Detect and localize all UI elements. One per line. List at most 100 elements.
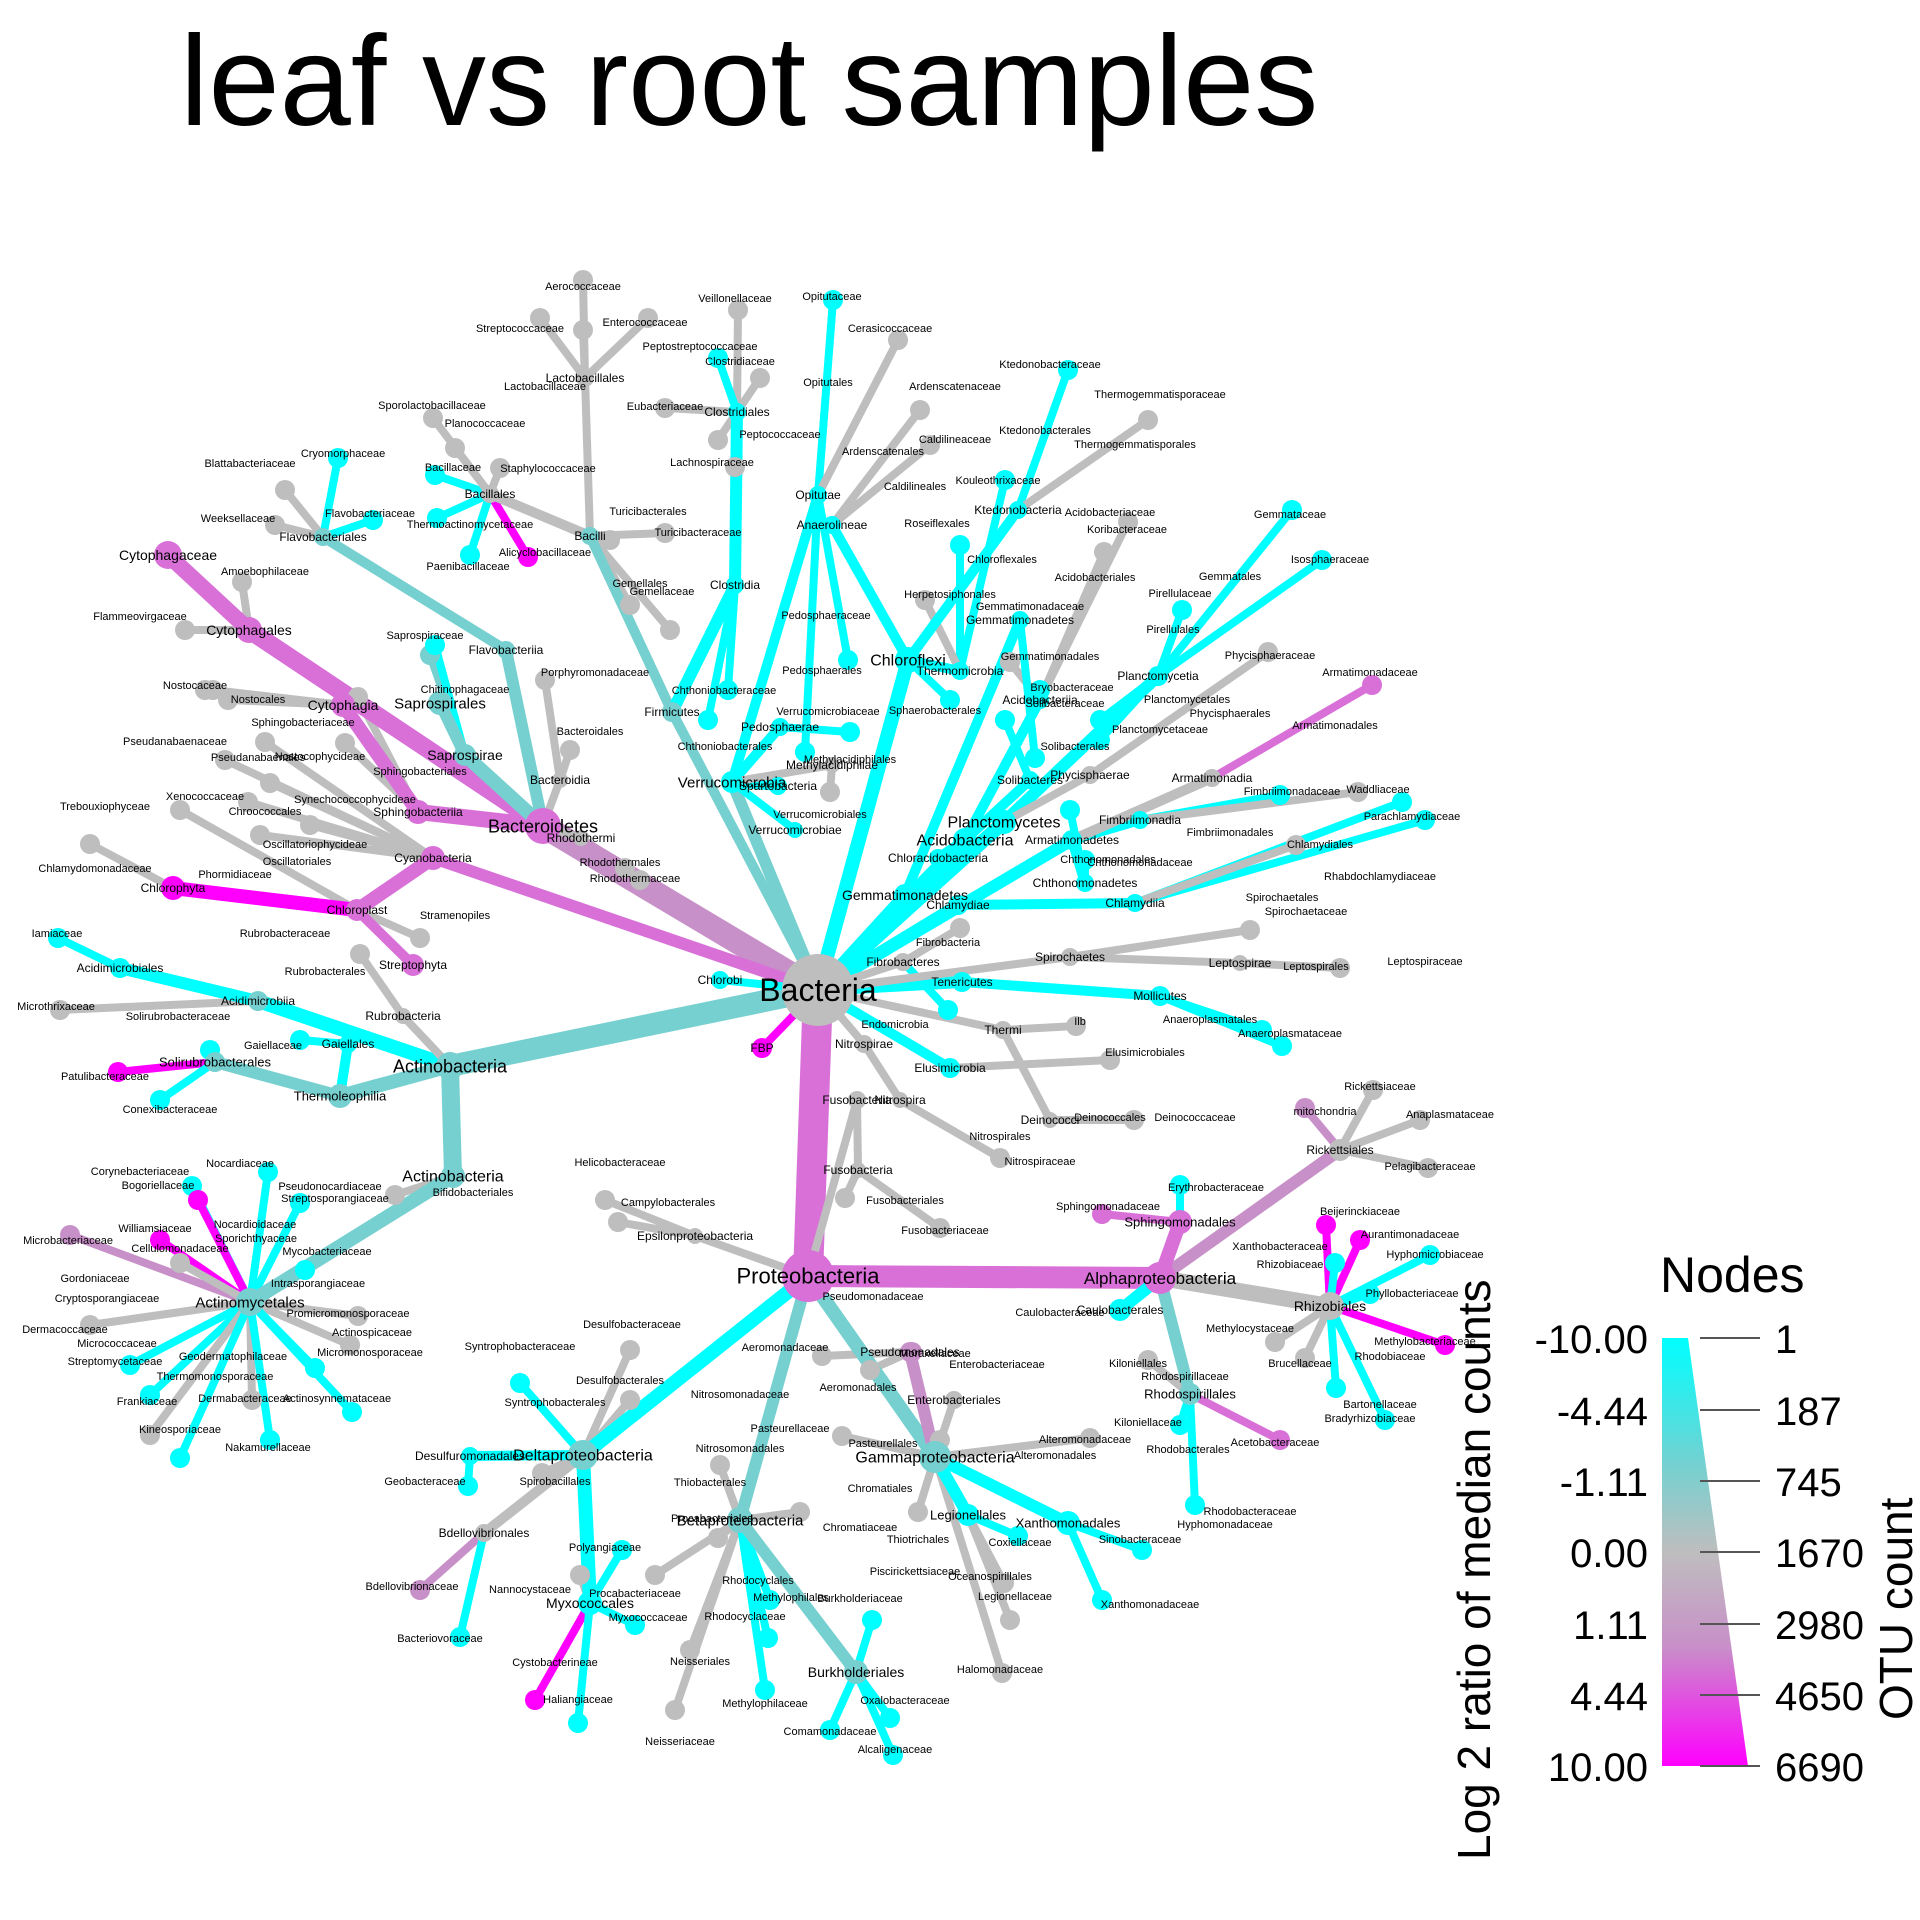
edge-bacteria-chloroflexi — [811, 658, 915, 992]
node-gaiellales — [339, 1035, 357, 1053]
leaf-label: Peptostreptococcaceae — [643, 341, 758, 353]
label-anaerolineae: Anaerolineae — [797, 518, 868, 532]
leaf-label: Conexibacteraceae — [123, 1104, 218, 1116]
node-gemmatimonadetes — [894, 884, 916, 906]
leaf-node — [595, 1190, 615, 1210]
leaf-label: Pirellulaceae — [1149, 588, 1212, 600]
node-chthonomonadetes — [1076, 874, 1094, 892]
label-streptophyta: Streptophyta — [379, 958, 447, 972]
leaf-node — [120, 1355, 140, 1375]
leaf-label: Rhizobiaceae — [1257, 1259, 1324, 1271]
leaf-label: Pirellulales — [1146, 624, 1200, 636]
node-actinomycetales — [236, 1288, 264, 1316]
node-alphaproteobacteria — [1144, 1262, 1176, 1294]
leaf-node — [573, 320, 593, 340]
leaf-label: Micromonosporaceae — [317, 1347, 423, 1359]
label-methylacidiphilae: Methylacidiphilae — [786, 758, 878, 772]
leaf-label: Opitutaceae — [802, 291, 861, 303]
label-enterobacteriales: Enterobacteriales — [907, 1393, 1000, 1407]
leaf-node — [1090, 730, 1110, 750]
node-gammaproteobacteria — [919, 1441, 951, 1473]
leaf-edge — [246, 798, 435, 862]
leaf-node — [992, 1663, 1012, 1683]
leaf-label: Methylacidiphilales — [804, 754, 897, 766]
leaf-node — [458, 1476, 478, 1496]
leaf-label: Alcaligenaceae — [858, 1744, 933, 1756]
leaf-label: Comamonadaceae — [784, 1726, 877, 1738]
leaf-label: Pelagibacteraceae — [1384, 1161, 1475, 1173]
leaf-label: Thiotrichales — [887, 1534, 950, 1546]
leaf-label: Nannocystaceae — [489, 1584, 571, 1596]
leaf-label: Pedosphaeraceae — [781, 610, 870, 622]
leaf-label: Iamiaceae — [32, 928, 83, 940]
leaf-label: Fusobacteriaceae — [901, 1225, 988, 1237]
leaf-label: Kineosporiaceae — [139, 1424, 221, 1436]
label-solibacteres: Solibacteres — [997, 773, 1063, 787]
leaf-label: Bifidobacteriales — [433, 1187, 514, 1199]
leaf-node — [195, 680, 215, 700]
leaf-node — [718, 680, 738, 700]
node-acidimicrobiales — [110, 958, 130, 978]
leaf-label: Legionellaceae — [978, 1591, 1052, 1603]
leaf-edge — [319, 457, 342, 538]
leaf-node — [1295, 1348, 1315, 1368]
leaf-edge — [147, 1299, 253, 1398]
edge-thermoleophilia-solirubrobacterales — [213, 1056, 342, 1102]
node-betaproteobacteria — [727, 1507, 753, 1533]
leaf-edge — [586, 533, 674, 633]
leaf-edge — [801, 494, 822, 753]
leaf-label: Rhabdochlamydiaceae — [1324, 871, 1436, 883]
leaf-edge — [146, 1299, 254, 1438]
leaf-node — [680, 1640, 700, 1660]
leaf-node — [265, 515, 285, 535]
leaf-label: Pasteurellales — [848, 1438, 918, 1450]
node-methylacidiphilae — [824, 757, 840, 773]
leaf-label: Nitrospiraceae — [1005, 1156, 1076, 1168]
leaf-label: Elusimicrobiales — [1105, 1047, 1185, 1059]
node-rhodospirillales — [1179, 1383, 1201, 1405]
label-chlorophyta: Chlorophyta — [141, 881, 206, 895]
leaf-label: Bdellovibrionaceae — [366, 1581, 459, 1593]
leaf-label: Phyllobacteriaceae — [1366, 1288, 1459, 1300]
label-alphaproteobacteria: Alphaproteobacteria — [1084, 1269, 1237, 1288]
label-clostridiales: Clostridiales — [704, 405, 769, 419]
label-gemmatimonadetes_c: Gemmatimonadetes — [966, 613, 1074, 627]
node-bdellovibrionales — [475, 1524, 493, 1542]
leaf-node — [1060, 800, 1080, 820]
leaf-node — [305, 1358, 325, 1378]
leaf-label: Pasteurellaceae — [751, 1423, 830, 1435]
leaf-label: Planctomycetales — [1144, 694, 1231, 706]
leaf-label: Alteromonadaceae — [1039, 1434, 1131, 1446]
legend-size-tick: 1670 — [1775, 1532, 1864, 1576]
leaf-edge — [249, 1298, 359, 1320]
leaf-node — [950, 535, 970, 555]
leaf-label: Methylocystaceae — [1206, 1323, 1294, 1335]
node-xanthomonadales — [1056, 1511, 1080, 1535]
label-gaiellales: Gaiellales — [322, 1037, 375, 1051]
node-flavobacteriales — [314, 528, 332, 546]
label-planctomycetia: Planctomycetia — [1117, 669, 1199, 683]
leaf-node — [1090, 710, 1110, 730]
leaf-edge — [1002, 1022, 1077, 1034]
leaf-label: Armatimonadaceae — [1322, 667, 1417, 679]
leaf-label: Eubacteriaceae — [627, 401, 703, 413]
leaf-label: Rhodospirillaceae — [1141, 1371, 1228, 1383]
leaf-node — [835, 1188, 855, 1208]
leaf-label: Coxiellaceae — [989, 1537, 1052, 1549]
label-spartobacteria: Spartobacteria — [739, 779, 817, 793]
leaf-node — [1132, 1540, 1152, 1560]
leaf-node — [1172, 600, 1192, 620]
leaf-label: Roseiflexales — [904, 518, 970, 530]
leaf-label: Lactobacillaceae — [504, 381, 586, 393]
label-flavobacteriia: Flavobacteriia — [469, 643, 544, 657]
leaf-label: Sinobacteraceae — [1099, 1534, 1182, 1546]
leaf-node — [908, 1502, 928, 1522]
leaf-node — [342, 1402, 362, 1422]
label-cytophagales: Cytophagales — [206, 622, 292, 638]
leaf-label: Gemellaceae — [630, 586, 695, 598]
node-pedosphaerae — [771, 718, 789, 736]
leaf-label: Ktedonobacteraceae — [999, 359, 1101, 371]
leaf-node — [645, 1565, 665, 1585]
leaf-label: Saprospiraceae — [386, 630, 463, 642]
